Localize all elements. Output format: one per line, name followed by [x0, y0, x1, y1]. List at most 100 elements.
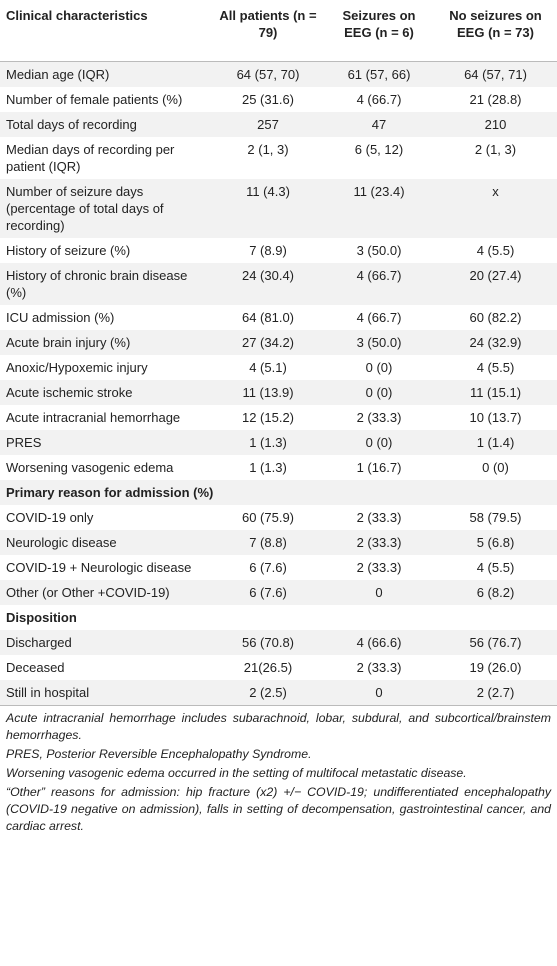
cell: 0 (0)	[482, 460, 509, 475]
cell: 7 (8.8)	[249, 535, 287, 550]
row-label: History of seizure (%)	[6, 243, 131, 258]
cell: 64 (81.0)	[241, 310, 295, 325]
table-row: ICU admission (%) 64 (81.0) 4 (66.7) 60 (82…	[0, 305, 557, 330]
table-row: History of chronic brain disease (%) 24 (…	[0, 263, 557, 305]
row-label: Discharged	[6, 635, 72, 650]
cell: 0 (0)	[365, 435, 393, 450]
cell: 64 (57, 70)	[236, 67, 300, 82]
cell: 4 (66.7)	[356, 310, 402, 325]
table-row: Still in hospital 2 (2.5) 0 2 (2.7)	[0, 680, 557, 706]
cell: 4 (66.6)	[356, 635, 402, 650]
cell: 21 (28.8)	[469, 92, 522, 107]
table-row: Number of female patients (%) 25 (31.6) 4 …	[0, 87, 557, 112]
cell: 56 (70.8)	[241, 635, 295, 650]
cell: 61 (57, 66)	[347, 67, 411, 82]
header-cell: No seizures on EEG (n = 73)	[434, 0, 557, 62]
row-label: Number of seizure days (percentage of to…	[6, 184, 164, 233]
row-label: ICU admission (%)	[6, 310, 115, 325]
footnote: PRES, Posterior Reversible Encephalopath…	[6, 747, 312, 761]
section-header: Disposition	[6, 610, 77, 625]
cell: 2 (33.3)	[356, 560, 402, 575]
cell: 257	[257, 117, 279, 132]
cell: 1 (16.7)	[356, 460, 402, 475]
cell: 60 (82.2)	[469, 310, 522, 325]
footnote: Worsening vasogenic edema occurred in th…	[6, 766, 467, 780]
cell: 21(26.5)	[243, 660, 293, 675]
cell: 6 (8.2)	[476, 585, 515, 600]
row-label: Still in hospital	[6, 685, 90, 700]
cell: 6 (7.6)	[249, 585, 287, 600]
table-row: Median age (IQR) 64 (57, 70) 61 (57, 66) 64…	[0, 61, 557, 87]
cell: 10 (13.7)	[469, 410, 522, 425]
cell: 0	[375, 685, 383, 700]
row-label: Acute ischemic stroke	[6, 385, 133, 400]
table-row: PRES 1 (1.3) 0 (0) 1 (1.4)	[0, 430, 557, 455]
header-cell: All patients (n = 79)	[212, 0, 324, 62]
cell: 0 (0)	[365, 360, 393, 375]
table-row: Acute brain injury (%) 27 (34.2) 3 (50.0) 2…	[0, 330, 557, 355]
row-label: History of chronic brain disease (%)	[6, 268, 188, 300]
row-label: Median age (IQR)	[6, 67, 110, 82]
cell: 11 (4.3)	[246, 184, 290, 199]
header-cell: Clinical characteristics	[0, 0, 212, 62]
row-label: Worsening vasogenic edema	[6, 460, 174, 475]
header-cell: Seizures on EEG (n = 6)	[324, 0, 434, 62]
table-row: Primary reason for admission (%)	[0, 480, 557, 505]
cell: 64 (57, 71)	[464, 67, 527, 82]
cell: 47	[371, 117, 387, 132]
cell: 1 (1.4)	[476, 435, 515, 450]
cell: 25 (31.6)	[241, 92, 295, 107]
cell: 58 (79.5)	[469, 510, 522, 525]
table-row: Worsening vasogenic edema 1 (1.3) 1 (16.7)…	[0, 455, 557, 480]
row-label: COVID-19 + Neurologic disease	[6, 560, 192, 575]
row-label: COVID-19 only	[6, 510, 94, 525]
cell: 0	[375, 585, 383, 600]
table-row: History of seizure (%) 7 (8.9) 3 (50.0) 4 (…	[0, 238, 557, 263]
table-row: Median days of recording per patient (IQ…	[0, 137, 557, 179]
row-label: Other (or Other +COVID-19)	[6, 585, 170, 600]
cell: 20 (27.4)	[469, 268, 522, 283]
cell: 2 (33.3)	[356, 535, 402, 550]
row-label: Acute brain injury (%)	[6, 335, 131, 350]
table-row: Total days of recording 257 47 210	[0, 112, 557, 137]
table-row: Number of seizure days (percentage of to…	[0, 179, 557, 238]
row-label: Total days of recording	[6, 117, 137, 132]
cell: 3 (50.0)	[356, 335, 402, 350]
cell: 1 (1.3)	[249, 460, 287, 475]
cell: 0 (0)	[365, 385, 393, 400]
table-body: Median age (IQR) 64 (57, 70) 61 (57, 66) 64…	[0, 61, 557, 706]
table-row: Acute intracranial hemorrhage 12 (15.2) 2 …	[0, 405, 557, 430]
cell: 2 (2.5)	[249, 685, 287, 700]
cell: 4 (66.7)	[356, 268, 402, 283]
row-label: Number of female patients (%)	[6, 92, 183, 107]
cell: 2 (33.3)	[356, 510, 402, 525]
cell: 27 (34.2)	[241, 335, 295, 350]
table-row: Disposition	[0, 605, 557, 630]
table-row: COVID-19 + Neurologic disease 6 (7.6) 2 (3…	[0, 555, 557, 580]
cell: 11 (13.9)	[242, 385, 294, 400]
table-row: Deceased 21(26.5) 2 (33.3) 19 (26.0)	[0, 655, 557, 680]
table-row: Anoxic/Hypoxemic injury 4 (5.1) 0 (0) 4 (5.…	[0, 355, 557, 380]
table-row: Neurologic disease 7 (8.8) 2 (33.3) 5 (6.8)	[0, 530, 557, 555]
cell: 7 (8.9)	[249, 243, 287, 258]
row-label: Neurologic disease	[6, 535, 117, 550]
table-row: Other (or Other +COVID-19) 6 (7.6) 0 6 (8.2…	[0, 580, 557, 605]
cell: 6 (7.6)	[249, 560, 287, 575]
cell: 24 (30.4)	[241, 268, 295, 283]
data-table: Clinical characteristics All patients (n …	[0, 0, 557, 706]
row-label: Deceased	[6, 660, 65, 675]
table-row: Acute ischemic stroke 11 (13.9) 0 (0) 11 (1…	[0, 380, 557, 405]
cell: 1 (1.3)	[249, 435, 287, 450]
cell: 5 (6.8)	[476, 535, 515, 550]
cell: 11 (23.4)	[353, 184, 405, 199]
cell: 2 (33.3)	[356, 410, 402, 425]
table-row: Discharged 56 (70.8) 4 (66.6) 56 (76.7)	[0, 630, 557, 655]
footnotes: Acute intracranial hemorrhage includes s…	[0, 706, 557, 835]
cell: 2 (33.3)	[356, 660, 402, 675]
row-label: Acute intracranial hemorrhage	[6, 410, 181, 425]
cell: 4 (5.1)	[249, 360, 287, 375]
cell: 6 (5, 12)	[354, 142, 404, 157]
cell: 4 (66.7)	[356, 92, 402, 107]
row-label: PRES	[6, 435, 42, 450]
